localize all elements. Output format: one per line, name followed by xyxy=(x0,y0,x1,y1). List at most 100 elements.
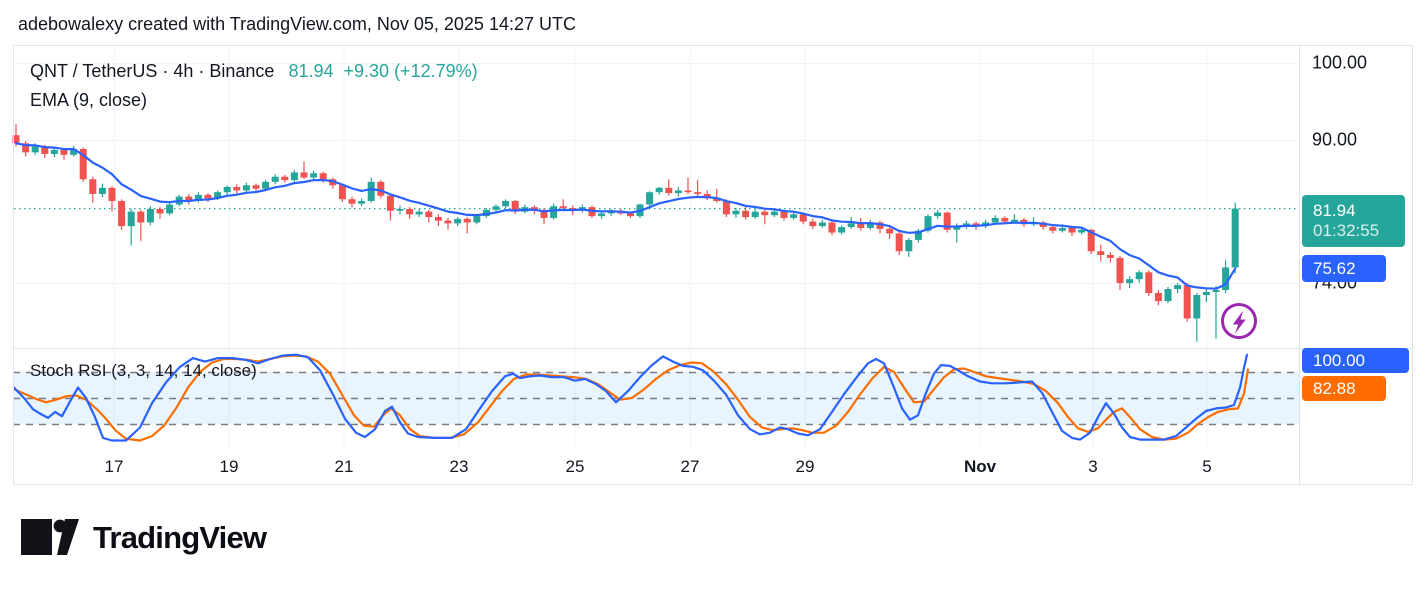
candle-body xyxy=(89,179,97,194)
candle-body xyxy=(98,187,106,194)
lightning-bolt-icon xyxy=(1232,310,1246,334)
tradingview-logo-text: TradingView xyxy=(93,520,267,555)
candle-body xyxy=(655,187,663,193)
candle-body xyxy=(358,200,366,204)
candle-body xyxy=(1202,292,1210,296)
candle-body xyxy=(511,200,519,212)
stoch-k-line xyxy=(12,353,1249,442)
candle-body xyxy=(281,176,289,181)
candle-body xyxy=(790,214,798,218)
candle-body xyxy=(415,211,423,215)
candle-body xyxy=(838,227,846,233)
candle-body xyxy=(204,194,212,199)
candle-body xyxy=(425,211,433,218)
candle-body xyxy=(473,216,481,223)
candle-body xyxy=(991,217,999,223)
candle-body xyxy=(146,208,154,223)
candle-body xyxy=(684,190,692,193)
candle-body xyxy=(1058,227,1066,231)
time-tick-label: 5 xyxy=(1202,457,1212,476)
attribution-text: adebowalexy created with TradingView.com… xyxy=(18,14,576,34)
candle-body xyxy=(502,200,510,207)
tradingview-logo-icon xyxy=(21,519,79,555)
candle-body xyxy=(118,200,126,227)
candle-body xyxy=(1049,227,1057,231)
candle-body xyxy=(665,187,673,194)
candle-body xyxy=(914,230,922,240)
candle-body xyxy=(799,214,807,222)
candle-body xyxy=(943,212,951,230)
time-tick-label: 17 xyxy=(104,457,124,476)
candle-body xyxy=(713,198,721,201)
candle-body xyxy=(108,187,116,201)
stoch-k-value-label: 100.00 xyxy=(1302,348,1409,373)
candle-body xyxy=(1183,285,1191,319)
ema-line xyxy=(14,142,1237,290)
candle-body xyxy=(377,181,385,196)
time-tick-label: 29 xyxy=(795,457,815,476)
candle-body xyxy=(492,206,500,210)
candle-body xyxy=(406,208,414,215)
candle-body xyxy=(770,211,778,216)
time-tick-label: 25 xyxy=(565,457,585,476)
candle-body xyxy=(310,173,318,178)
candle-body xyxy=(396,208,404,211)
time-tick-label: 27 xyxy=(680,457,700,476)
symbol-legend[interactable]: QNT / TetherUS · 4h · Binance 81.94 +9.30 … xyxy=(30,61,478,82)
candle-body xyxy=(300,172,308,178)
stoch-rsi-legend[interactable]: Stoch RSI (3, 3, 14, 14, close) xyxy=(30,361,257,380)
candle-body xyxy=(742,210,750,218)
candle-body xyxy=(463,218,471,223)
candle-body xyxy=(1001,217,1009,222)
candle-body xyxy=(818,222,826,227)
candle-body xyxy=(1078,229,1086,233)
price-tick-label: 90.00 xyxy=(1312,129,1358,150)
candle-body xyxy=(444,220,452,224)
candle-body xyxy=(1010,219,1018,222)
time-tick-label: 21 xyxy=(334,457,354,476)
bar-countdown: 01:32:55 xyxy=(1313,221,1380,240)
ema-indicator-legend[interactable]: EMA (9, close) xyxy=(30,90,148,110)
candle-body xyxy=(137,211,145,223)
ema-value-label: 75.62 xyxy=(1302,255,1386,282)
candle-body xyxy=(41,146,49,154)
candle-body xyxy=(338,185,346,200)
candle-body xyxy=(156,208,164,214)
candle-body xyxy=(1212,290,1220,293)
candle-body xyxy=(1126,279,1134,284)
time-tick-label: Nov xyxy=(963,457,997,476)
quote-values: 81.94 +9.30 (+12.79%) xyxy=(288,61,477,81)
candle-body xyxy=(262,181,270,189)
candle-body xyxy=(454,218,462,224)
candle-body xyxy=(905,239,913,252)
last-price-value: 81.94 xyxy=(288,61,334,81)
candle-body xyxy=(252,185,260,189)
price-tick-label: 100.00 xyxy=(1312,52,1368,73)
candle-body xyxy=(70,149,78,155)
tradingview-branding[interactable]: TradingView xyxy=(20,518,267,558)
candle-body xyxy=(924,216,932,231)
candle-body xyxy=(866,222,874,228)
candle-body xyxy=(1222,267,1230,291)
candle-body xyxy=(722,200,730,215)
candle-body xyxy=(348,199,356,204)
candle-body xyxy=(31,146,39,153)
candle-body xyxy=(12,135,20,144)
candle-body xyxy=(761,211,769,216)
price-change-percent: (+12.79%) xyxy=(394,61,478,81)
candle-body xyxy=(386,195,394,211)
candle-body xyxy=(895,233,903,252)
candle-body xyxy=(60,149,68,155)
candle-body xyxy=(1106,254,1114,258)
candle-body xyxy=(598,213,606,217)
candle-body xyxy=(962,223,970,227)
time-tick-label: 19 xyxy=(219,457,239,476)
stoch-d-line xyxy=(12,354,1250,442)
candle-body xyxy=(223,186,231,193)
candle-body xyxy=(694,192,702,194)
candle-body xyxy=(1145,272,1153,294)
candle-body xyxy=(1174,285,1182,290)
candle-body xyxy=(751,211,759,218)
